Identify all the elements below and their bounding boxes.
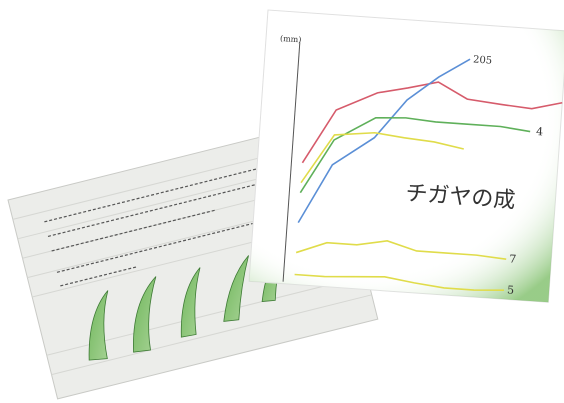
line-end-label: 4	[536, 125, 544, 138]
unit-label: (mm)	[280, 34, 302, 44]
line-end-label: 7	[509, 252, 517, 265]
sheet-shadow	[249, 10, 564, 302]
page: (mm) 205 4 7 5 チガヤの成 (() => { const data…	[0, 0, 564, 403]
line-end-label: 5	[507, 283, 515, 296]
chart-sheet: (mm) 205 4 7 5 チガヤの成	[249, 10, 564, 302]
line-end-label: 205	[473, 54, 493, 66]
photo: (mm) 205 4 7 5 チガヤの成	[0, 0, 564, 403]
